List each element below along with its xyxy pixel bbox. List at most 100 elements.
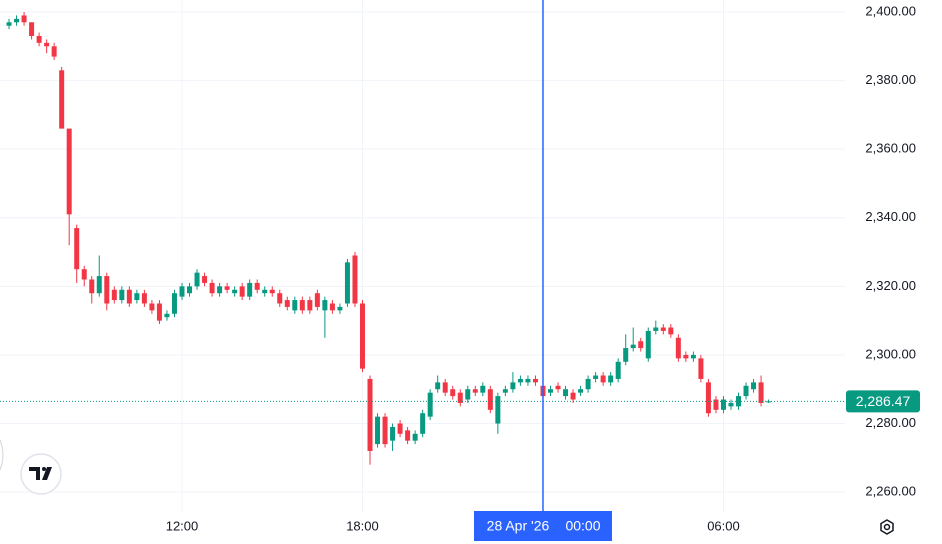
candle-body [209, 282, 215, 294]
candle-body [720, 399, 726, 410]
candle-body [532, 378, 538, 383]
candle-body [630, 344, 636, 349]
candle-body [74, 228, 80, 270]
candle-body [59, 70, 65, 129]
candle-body [668, 327, 674, 335]
candle-body [44, 42, 50, 47]
candle-body [751, 382, 757, 390]
x-tick-label: 00:00 [565, 518, 600, 534]
candle-body [29, 22, 35, 37]
candle-body [119, 289, 125, 301]
candle-body [442, 382, 448, 393]
candle-body [156, 303, 162, 321]
candle-body [510, 382, 516, 390]
candle-body [126, 289, 132, 304]
candle-body [623, 348, 629, 362]
candle-body [758, 382, 764, 403]
candle-body [705, 382, 711, 414]
tv-logo [20, 453, 62, 495]
candle-body [570, 392, 576, 400]
candle-body [555, 385, 561, 390]
settings-icon[interactable] [880, 519, 894, 535]
candle-body [269, 289, 275, 294]
candle-body [104, 276, 110, 304]
candle-body [141, 293, 147, 304]
candle-body [171, 293, 177, 314]
candle-body [367, 378, 373, 451]
plot: 2,260.00 2,280.00 2,300.00 2,320.00 2,340.00… [0, 0, 920, 541]
candle-body [450, 389, 456, 397]
candle-body [329, 303, 335, 311]
candle-body [194, 272, 200, 287]
y-tick-label: 2,280.00 [865, 415, 916, 430]
candle-body [465, 389, 471, 400]
x-tick-label: 18:00 [346, 518, 379, 533]
y-tick-label: 2,340.00 [865, 209, 916, 224]
candle-body [21, 15, 27, 23]
candle-body [615, 361, 621, 379]
candle-body [683, 354, 689, 359]
candle-body [547, 389, 553, 393]
y-tick-label: 2,360.00 [865, 141, 916, 156]
candle-body [359, 303, 365, 369]
candle-body [397, 423, 403, 434]
last-price-label: 2,286.47 [856, 393, 911, 409]
y-tick-label: 2,260.00 [865, 484, 916, 499]
candle-body [608, 375, 614, 383]
candle-body [578, 389, 584, 393]
candle-body [420, 413, 426, 434]
candle-body [344, 262, 350, 304]
candle-body [337, 306, 343, 311]
candle-body [743, 385, 749, 397]
candle-body [660, 327, 666, 331]
candle-body [96, 276, 102, 294]
last-price-box [846, 390, 920, 413]
candle-body [202, 276, 208, 283]
candle-body [111, 289, 117, 301]
candle-body [600, 375, 606, 383]
candle-body [435, 382, 441, 390]
candle-body [14, 18, 20, 23]
candle-body [675, 337, 681, 359]
candle-body [645, 330, 651, 359]
candle-body [352, 255, 358, 304]
candle-body [262, 289, 268, 294]
candle-body [307, 300, 313, 311]
candle-body [232, 289, 238, 294]
x-tick-label: 12:00 [166, 518, 199, 533]
candle-body [179, 286, 185, 297]
candle-body [563, 389, 569, 397]
crosshair-date: 28 Apr '26 [487, 518, 550, 534]
candle-body [375, 416, 381, 445]
candle-body [517, 378, 523, 383]
candle-body [495, 396, 501, 424]
candle-body [224, 286, 230, 290]
candle-body [585, 378, 591, 390]
candle-body [480, 385, 486, 393]
candle-body [638, 341, 644, 349]
y-tick-label: 2,300.00 [865, 346, 916, 361]
y-tick-label: 2,400.00 [865, 3, 916, 18]
candle-body [292, 300, 298, 311]
candle-body [81, 269, 87, 280]
candle-body [284, 300, 290, 307]
candle-body [217, 286, 223, 294]
candle-body [66, 128, 72, 215]
candle-body [525, 378, 531, 383]
candle-body [51, 46, 57, 57]
candle-body [89, 279, 95, 294]
candle-body [382, 416, 388, 445]
edge-handle [0, 439, 4, 471]
candle-body [164, 313, 170, 318]
crosshair-label-box [473, 511, 612, 541]
candle-body [187, 286, 193, 294]
candle-body [690, 354, 696, 359]
candle-body [653, 327, 659, 331]
candle-body [314, 293, 320, 307]
candle-body [6, 22, 12, 26]
candle-body [239, 286, 245, 297]
candle-body [390, 426, 396, 441]
candle-body [502, 389, 508, 393]
